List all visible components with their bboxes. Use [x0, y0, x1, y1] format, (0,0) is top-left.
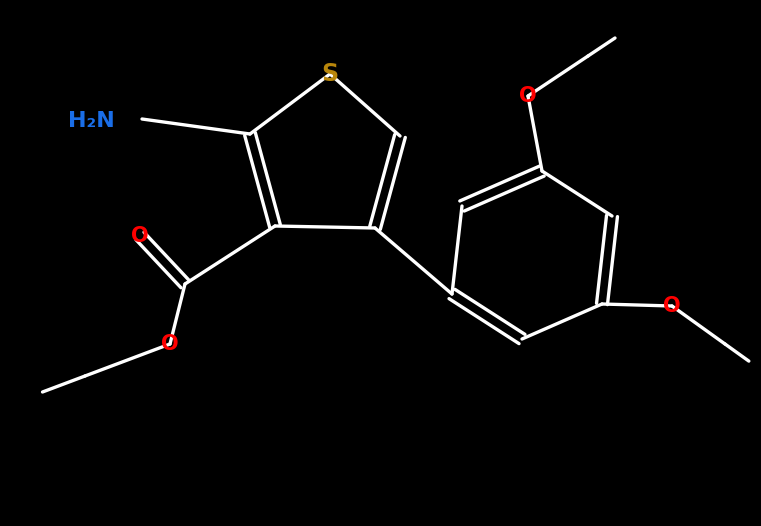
Text: O: O [663, 296, 681, 316]
Text: H₂N: H₂N [68, 111, 115, 131]
Text: S: S [321, 62, 339, 86]
Text: O: O [161, 334, 179, 354]
Text: O: O [131, 226, 149, 246]
Text: O: O [519, 86, 537, 106]
